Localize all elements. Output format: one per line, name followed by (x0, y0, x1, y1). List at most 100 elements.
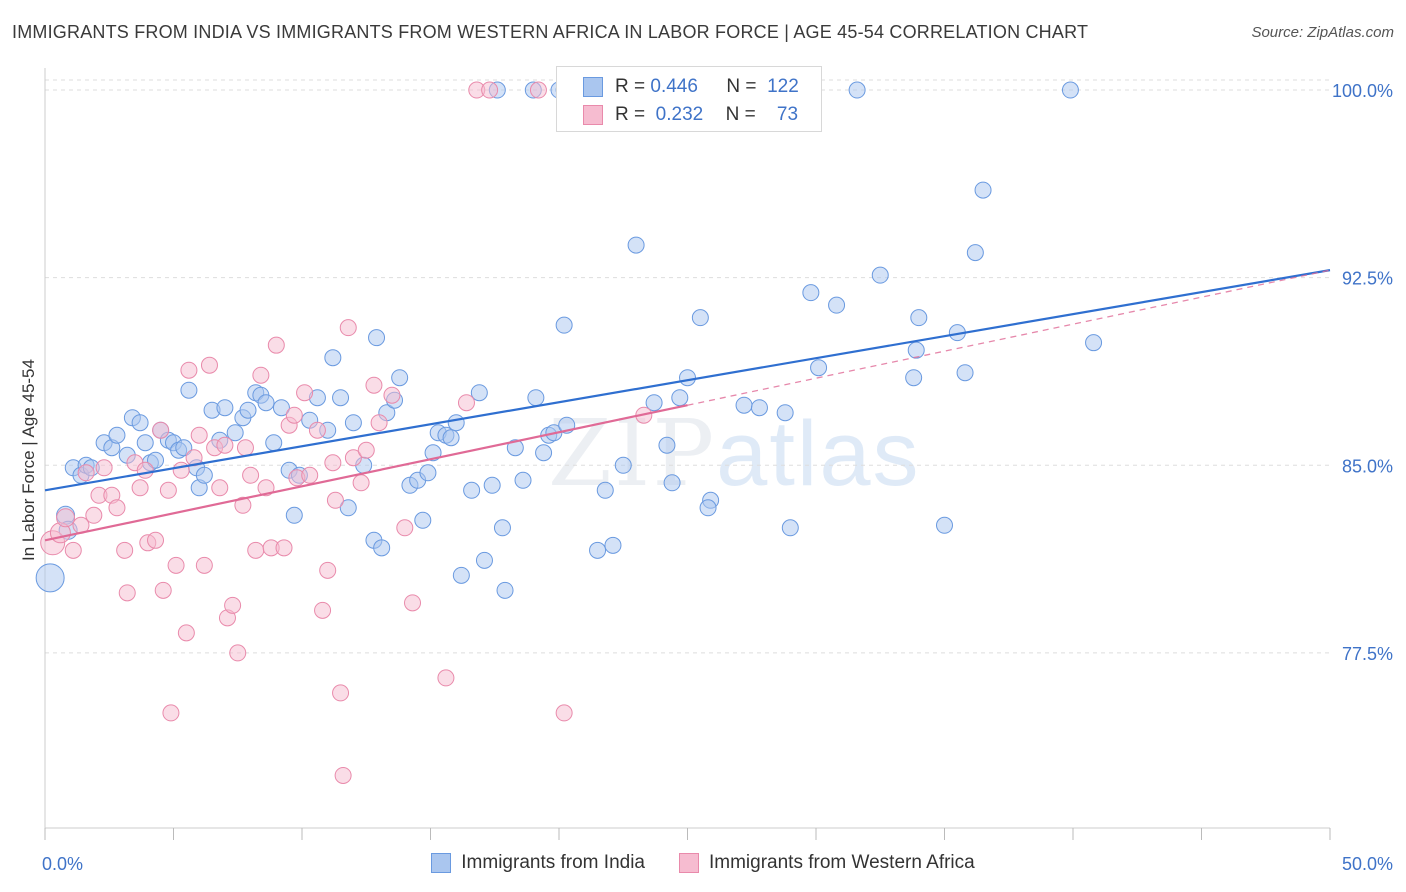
wafrica-point (308, 421, 326, 439)
india-point (735, 396, 753, 414)
india-point (108, 426, 126, 444)
india-point (514, 471, 532, 489)
india-point (614, 456, 632, 474)
wafrica-point (162, 704, 180, 722)
wafrica-point (332, 684, 350, 702)
india-point (907, 341, 925, 359)
wafrica-r-value: 0.232 (655, 104, 704, 125)
india-point (475, 551, 493, 569)
wafrica-point (216, 436, 234, 454)
legend-item-india[interactable]: Immigrants from India (431, 852, 645, 874)
wafrica-point (211, 479, 229, 497)
y-tick-label: 77.5% (1342, 644, 1393, 664)
legend-wafrica-label: Immigrants from Western Africa (709, 852, 975, 873)
wafrica-point (95, 459, 113, 477)
wafrica-point (529, 81, 547, 99)
stats-row-wafrica: R = 0.232 N = 73 (583, 100, 798, 130)
india-point (645, 394, 663, 412)
india-point (527, 389, 545, 407)
wafrica-point (334, 766, 352, 784)
india-point (216, 399, 234, 417)
y-tick-label: 100.0% (1332, 81, 1393, 101)
wafrica-point (319, 561, 337, 579)
india-point (848, 81, 866, 99)
y-axis-label: In Labor Force | Age 45-54 (19, 359, 38, 561)
india-point (147, 451, 165, 469)
legend-india-label: Immigrants from India (461, 852, 645, 873)
wafrica-point (180, 361, 198, 379)
y-tick-label: 92.5% (1342, 269, 1393, 289)
stats-legend: R = 0.446 N = 122 R = 0.232 N = 73 (556, 66, 822, 132)
india-point (272, 399, 290, 417)
wafrica-point (324, 454, 342, 472)
wafrica-swatch (583, 105, 603, 125)
india-point (905, 369, 923, 387)
india-point (447, 414, 465, 432)
legend-india-swatch (431, 853, 452, 873)
india-point (658, 436, 676, 454)
india-point (368, 329, 386, 347)
india-point (339, 499, 357, 517)
wafrica-point (190, 426, 208, 444)
india-r-label: R = (615, 76, 646, 97)
wafrica-point (301, 466, 319, 484)
india-point (966, 244, 984, 262)
india-point (344, 414, 362, 432)
india-point (506, 439, 524, 457)
india-point (956, 364, 974, 382)
india-point (699, 499, 717, 517)
wafrica-point (147, 531, 165, 549)
india-point (750, 399, 768, 417)
india-point (781, 519, 799, 537)
wafrica-point (195, 556, 213, 574)
india-point (180, 381, 198, 399)
wafrica-point (136, 461, 154, 479)
wafrica-point (131, 479, 149, 497)
india-point (332, 389, 350, 407)
wafrica-point (404, 594, 422, 612)
india-point (679, 369, 696, 387)
legend-item-wafrica[interactable]: Immigrants from Western Africa (679, 852, 975, 874)
india-point (604, 536, 622, 554)
india-point (1085, 334, 1103, 352)
india-point (463, 481, 481, 499)
india-point (493, 519, 511, 537)
wafrica-point (396, 519, 414, 537)
wafrica-point (481, 81, 499, 99)
wafrica-point (177, 624, 195, 642)
wafrica-point (56, 508, 76, 528)
chart-title: IMMIGRANTS FROM INDIA VS IMMIGRANTS FROM… (12, 22, 1089, 42)
india-point (936, 516, 953, 534)
legend-wafrica-swatch (679, 853, 699, 873)
wafrica-point (116, 541, 134, 559)
wafrica-point (326, 491, 344, 509)
wafrica-point (555, 704, 573, 722)
india-point (419, 464, 437, 482)
wafrica-point (437, 669, 455, 687)
wafrica-point (247, 541, 265, 559)
wafrica-point (108, 499, 126, 517)
wafrica-point (275, 539, 293, 557)
india-point (691, 309, 709, 327)
india-point (596, 481, 614, 499)
india-point (442, 429, 460, 447)
wafrica-trend-extension (687, 269, 1331, 406)
india-point (871, 266, 889, 284)
india-point (373, 539, 391, 557)
wafrica-point (383, 386, 401, 404)
wafrica-point (234, 496, 252, 514)
india-point (285, 506, 303, 524)
wafrica-point (236, 439, 254, 457)
wafrica-point (344, 449, 362, 467)
india-point (810, 359, 828, 377)
india-trend-line (44, 269, 1331, 492)
x-tick-label-min: 0.0% (42, 854, 83, 874)
india-point (671, 389, 689, 407)
wafrica-point (172, 461, 190, 479)
india-point (496, 581, 514, 599)
india-swatch (583, 77, 603, 97)
wafrica-point (224, 596, 242, 614)
india-point (589, 541, 607, 559)
y-tick-label: 85.0% (1342, 456, 1393, 476)
